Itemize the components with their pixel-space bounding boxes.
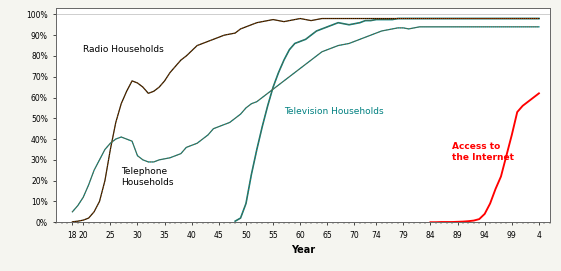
X-axis label: Year: Year xyxy=(291,245,315,255)
Text: Telephone
Households: Telephone Households xyxy=(121,167,174,187)
Text: Access to
the Internet: Access to the Internet xyxy=(452,143,514,162)
Text: Television Households: Television Households xyxy=(284,107,384,116)
Text: Radio Households: Radio Households xyxy=(83,45,164,54)
